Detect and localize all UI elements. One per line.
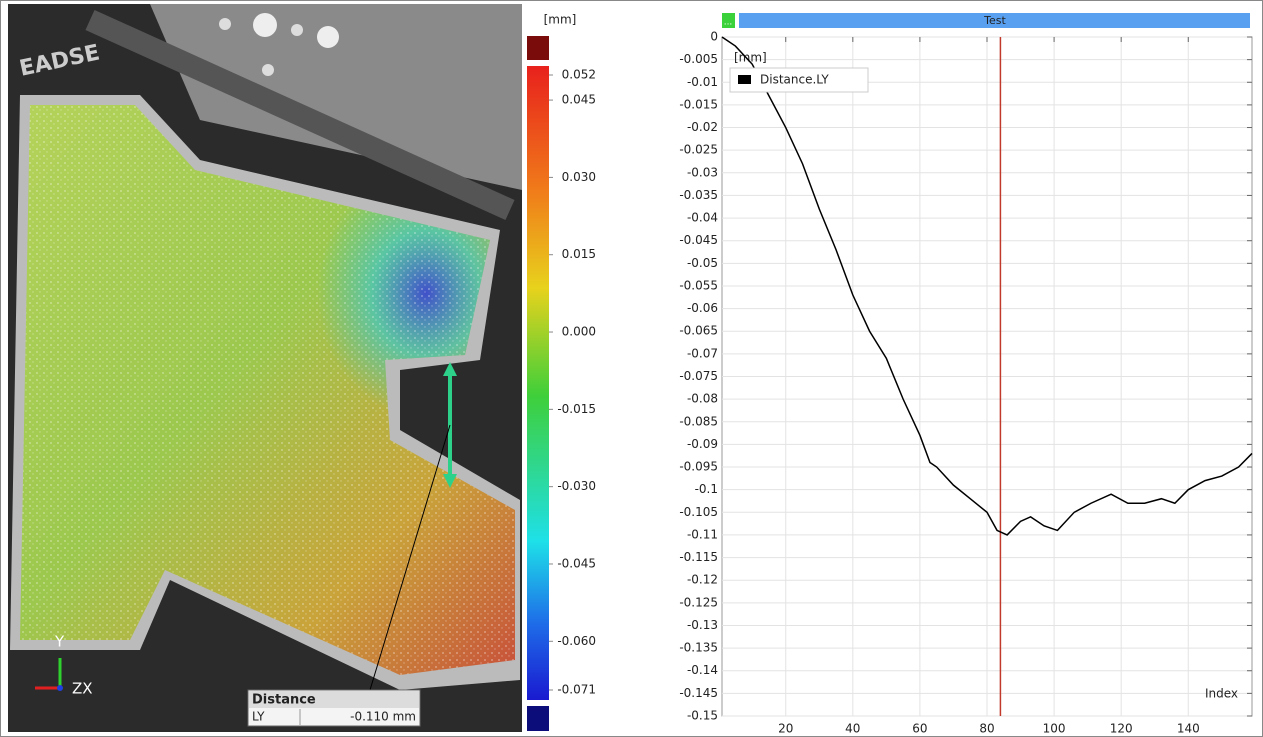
- y-tick-label: -0.075: [679, 369, 718, 383]
- screenshot: EADSE Y ZX Distance LY -0.110 mm [mm] 0.…: [0, 0, 1263, 737]
- y-tick-label: -0.14: [687, 663, 718, 677]
- axis-label: ZX: [72, 680, 93, 698]
- distance-title: Distance: [252, 693, 316, 708]
- colorbar-tick-label: -0.045: [557, 556, 596, 570]
- y-tick-label: -0.12: [687, 573, 718, 587]
- y-tick-label: -0.105: [679, 505, 718, 519]
- colorbar-over: [527, 36, 549, 60]
- colorbar-tick-label: -0.015: [557, 402, 596, 416]
- y-tick-label: -0.085: [679, 414, 718, 428]
- y-tick-label: -0.11: [687, 527, 718, 541]
- y-tick-label: 0: [710, 30, 718, 44]
- image-panel: EADSE Y ZX Distance LY -0.110 mm: [8, 4, 522, 732]
- y-tick-label: -0.095: [679, 460, 718, 474]
- y-tick-label: -0.1: [695, 482, 718, 496]
- y-tick-label: -0.02: [687, 120, 718, 134]
- y-tick-label: -0.01: [687, 75, 718, 89]
- y-tick-label: -0.045: [679, 233, 718, 247]
- y-tick-label: -0.13: [687, 618, 718, 632]
- colorbar-tick-label: 0.000: [562, 325, 596, 339]
- y-tick-label: -0.035: [679, 188, 718, 202]
- colorbar-tick-label: -0.071: [557, 683, 596, 697]
- legend-label: Distance.LY: [760, 73, 829, 87]
- y-tick-label: -0.07: [687, 346, 718, 360]
- y-tick-label: -0.125: [679, 595, 718, 609]
- x-tick-label: 100: [1043, 722, 1066, 736]
- colorbar-tick-label: 0.030: [562, 170, 596, 184]
- x-tick-label: 140: [1177, 722, 1200, 736]
- line-chart: 0 -0.005 -0.01 -0.015 -0.02 -0.025 -0.03 -0.035…: [679, 30, 1252, 736]
- y-tick-label: -0.005: [679, 52, 718, 66]
- x-tick-label: 120: [1110, 722, 1133, 736]
- timeline-label: Test: [983, 14, 1006, 27]
- colorbar-tick-label: 0.015: [562, 247, 596, 261]
- colorbar-tick-label: 0.052: [562, 68, 596, 82]
- y-tick-label: -0.08: [687, 392, 718, 406]
- colorbar-tick-label: 0.045: [562, 93, 596, 107]
- y-tick-label: -0.115: [679, 550, 718, 564]
- y-tick-label: -0.135: [679, 641, 718, 655]
- colorbar-unit: [mm]: [544, 13, 577, 27]
- colorbar-tick-label: -0.030: [557, 479, 596, 493]
- axis-label: Y: [54, 633, 65, 651]
- x-tick-label: 60: [912, 722, 927, 736]
- timeline-marker-label: ...: [724, 18, 733, 28]
- x-tick-label: 20: [778, 722, 793, 736]
- y-tick-label: -0.065: [679, 324, 718, 338]
- y-tick-label: -0.015: [679, 97, 718, 111]
- y-tick-label: -0.055: [679, 278, 718, 292]
- distance-value: -0.110 mm: [350, 710, 416, 724]
- x-axis-label: Index: [1205, 687, 1238, 701]
- colorbar-scale: [527, 66, 549, 700]
- y-tick-label: -0.06: [687, 301, 718, 315]
- y-tick-label: -0.15: [687, 709, 718, 723]
- y-tick-label: -0.025: [679, 143, 718, 157]
- y-tick-label: -0.03: [687, 165, 718, 179]
- legend-swatch: [738, 75, 751, 84]
- y-tick-label: -0.145: [679, 686, 718, 700]
- colorbar-under: [527, 706, 549, 731]
- timeline: ... Test: [722, 13, 1250, 28]
- y-tick-label: -0.04: [687, 211, 718, 225]
- colorbar-tick-label: -0.060: [557, 634, 596, 648]
- x-tick-label: 80: [979, 722, 994, 736]
- y-tick-label: -0.09: [687, 437, 718, 451]
- y-tick-label: -0.05: [687, 256, 718, 270]
- x-tick-label: 40: [845, 722, 860, 736]
- distance-label: LY: [252, 710, 265, 724]
